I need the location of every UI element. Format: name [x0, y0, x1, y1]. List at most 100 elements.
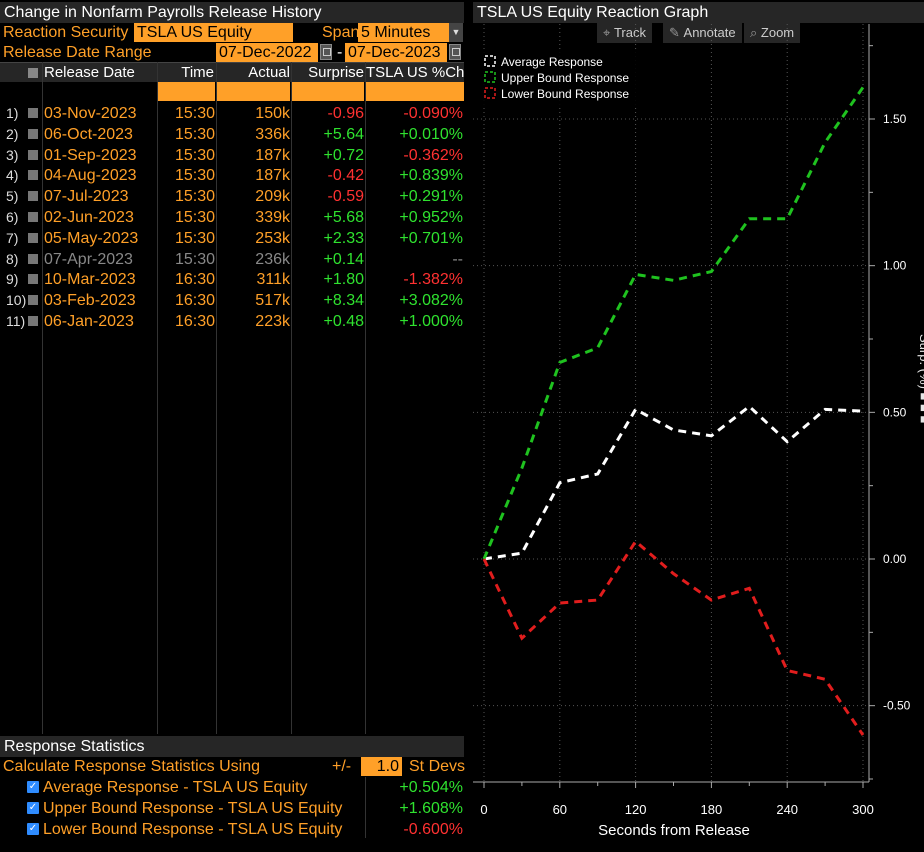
stat-checkbox[interactable]: ✓ — [27, 822, 39, 835]
col-tsla-chg[interactable]: TSLA US %Chg — [366, 64, 464, 81]
series-line-upper-bound-response[interactable] — [482, 86, 865, 560]
x-tick-label: 0 — [480, 802, 487, 817]
y-tick-label: 0.00 — [883, 552, 907, 566]
stat-checkbox[interactable]: ✓ — [27, 781, 39, 793]
time-cell: 16:30 — [174, 292, 215, 310]
release-date-cell[interactable]: 06-Jan-2023 — [44, 313, 134, 330]
filter-surprise[interactable] — [292, 82, 364, 101]
pencil-icon: ✎ — [669, 25, 680, 40]
legend-label: Lower Bound Response — [501, 87, 629, 101]
release-date-cell[interactable]: 05-May-2023 — [44, 229, 139, 247]
row-checkbox[interactable] — [28, 170, 38, 181]
span-dropdown-arrow-icon[interactable]: ▼ — [449, 23, 463, 42]
release-date-cell[interactable]: 03-Nov-2023 — [44, 105, 137, 122]
surprise-cell: +5.68 — [323, 209, 364, 226]
table-row[interactable]: 9) 10-Mar-2023 16:30 311k +1.80 -1.382% — [0, 269, 464, 290]
x-tick-label: 240 — [776, 802, 798, 817]
row-checkbox[interactable] — [28, 212, 38, 222]
tsla-chg-cell: -0.362% — [403, 146, 463, 164]
x-tick-label: 180 — [701, 802, 723, 817]
legend-label: Average Response — [501, 55, 603, 69]
table-row[interactable]: 8) 07-Apr-2023 15:30 236k +0.14 -- — [0, 249, 464, 270]
tsla-chg-cell: +1.000% — [399, 313, 463, 330]
actual-cell: 517k — [255, 292, 290, 310]
tsla-chg-cell: +0.701% — [399, 229, 463, 247]
time-cell: 15:30 — [174, 146, 215, 164]
reaction-security-label: Reaction Security — [3, 24, 129, 41]
col-divider — [365, 62, 366, 734]
row-checkbox[interactable] — [28, 316, 38, 326]
row-checkbox[interactable] — [28, 128, 38, 139]
surprise-cell: +0.48 — [323, 313, 364, 330]
release-date-cell[interactable]: 01-Sep-2023 — [44, 146, 137, 164]
release-date-cell[interactable]: 10-Mar-2023 — [44, 271, 136, 289]
release-date-cell[interactable]: 03-Feb-2023 — [44, 292, 136, 310]
select-all-checkbox[interactable] — [28, 68, 38, 78]
tsla-chg-cell: -0.090% — [403, 105, 463, 122]
y-tick-label: 1.50 — [883, 112, 907, 126]
row-checkbox[interactable] — [28, 232, 38, 243]
date-to-field[interactable]: 07-Dec-2023 — [345, 43, 447, 62]
row-checkbox[interactable] — [28, 253, 38, 264]
calendar-from-icon[interactable] — [320, 44, 332, 60]
tsla-chg-cell: -1.382% — [403, 271, 463, 289]
stat-checkbox[interactable]: ✓ — [27, 801, 39, 814]
table-row[interactable]: 11) 06-Jan-2023 16:30 223k +0.48 +1.000% — [0, 311, 464, 332]
filter-actual[interactable] — [217, 82, 290, 101]
table-row[interactable]: 4) 04-Aug-2023 15:30 187k -0.42 +0.839% — [0, 165, 464, 186]
reaction-chart[interactable]: 0 60 120 180 240 300 -0.50 0.00 0.50 1.00 1.50 Seco… — [473, 24, 924, 846]
row-checkbox[interactable] — [28, 274, 38, 285]
stdev-input[interactable]: 1.0 — [361, 757, 402, 776]
row-checkbox[interactable] — [28, 149, 38, 160]
date-range-label: Release Date Range — [3, 44, 152, 61]
table-row[interactable]: 2) 06-Oct-2023 15:30 336k +5.64 +0.010% — [0, 124, 464, 145]
zoom-label: Zoom — [760, 25, 795, 40]
table-row[interactable]: 5) 07-Jul-2023 15:30 209k -0.59 +0.291% — [0, 186, 464, 207]
actual-cell: 209k — [255, 188, 290, 206]
surprise-cell: -0.59 — [327, 188, 364, 206]
col-actual[interactable]: Actual — [248, 64, 290, 81]
legend-swatch — [484, 55, 496, 67]
calendar-to-icon[interactable] — [449, 44, 461, 60]
series-line-average-response[interactable] — [483, 404, 864, 561]
actual-cell: 236k — [255, 250, 290, 268]
table-row[interactable]: 3) 01-Sep-2023 15:30 187k +0.72 -0.362% — [0, 145, 464, 166]
y-tick-label: 0.50 — [883, 405, 907, 419]
actual-cell: 336k — [255, 125, 290, 143]
filter-tsla-chg[interactable] — [366, 82, 464, 101]
row-checkbox[interactable] — [28, 295, 38, 306]
col-release-date[interactable]: Release Date — [44, 64, 135, 81]
crosshair-icon: ⌖ — [603, 25, 611, 40]
surprise-cell: +0.72 — [323, 146, 364, 164]
track-button[interactable]: ⌖ Track — [597, 23, 652, 43]
col-divider — [157, 62, 158, 734]
date-from-field[interactable]: 07-Dec-2022 — [216, 43, 318, 62]
reaction-security-field[interactable]: TSLA US Equity — [134, 23, 293, 42]
annotate-label: Annotate — [683, 25, 736, 40]
row-checkbox[interactable] — [28, 108, 38, 118]
release-date-cell[interactable]: 04-Aug-2023 — [44, 167, 137, 185]
table-row[interactable]: 10) 03-Feb-2023 16:30 517k +8.34 +3.082% — [0, 290, 464, 311]
col-time[interactable]: Time — [181, 64, 214, 81]
series-line-lower-bound-response[interactable] — [482, 539, 865, 736]
table-row[interactable]: 7) 05-May-2023 15:30 253k +2.33 +0.701% — [0, 228, 464, 249]
release-date-cell[interactable]: 07-Apr-2023 — [44, 250, 133, 268]
y-tick-label: -0.50 — [883, 699, 911, 713]
col-surprise[interactable]: Surprise — [308, 64, 364, 81]
row-index: 9) — [6, 271, 19, 288]
release-date-cell[interactable]: 02-Jun-2023 — [44, 209, 134, 226]
filter-time[interactable] — [158, 82, 215, 101]
release-date-cell[interactable]: 07-Jul-2023 — [44, 188, 129, 206]
table-row[interactable]: 6) 02-Jun-2023 15:30 339k +5.68 +0.952% — [0, 207, 464, 228]
date-range-separator: - — [337, 44, 343, 61]
release-date-cell[interactable]: 06-Oct-2023 — [44, 125, 133, 143]
span-select[interactable]: 5 Minutes — [358, 23, 449, 42]
actual-cell: 311k — [256, 271, 290, 289]
tsla-chg-cell: +0.839% — [399, 167, 463, 185]
annotate-button[interactable]: ✎ Annotate — [663, 23, 742, 43]
table-row[interactable]: 1) 03-Nov-2023 15:30 150k -0.96 -0.090% — [0, 103, 464, 124]
col-divider — [216, 62, 217, 734]
stat-label: Lower Bound Response - TSLA US Equity — [43, 820, 343, 838]
row-checkbox[interactable] — [28, 191, 38, 202]
zoom-button[interactable]: ⌕ Zoom — [744, 23, 801, 43]
